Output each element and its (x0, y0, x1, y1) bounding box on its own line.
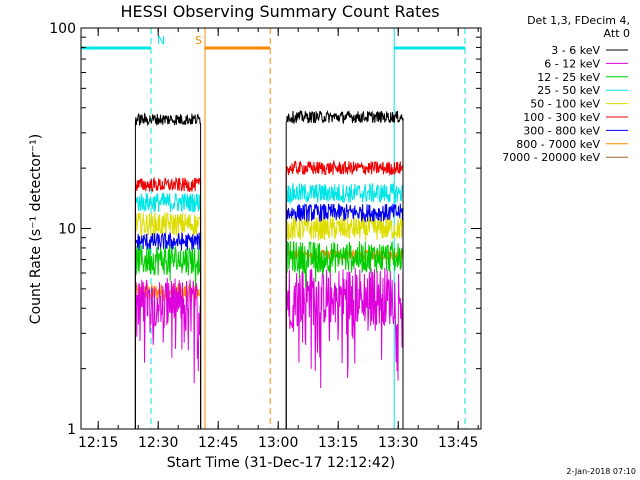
series-5-segment-0 (134, 176, 202, 429)
x-tick-label-3: 13:00 (258, 435, 298, 451)
x-tick-label-1: 12:30 (138, 435, 178, 451)
series-1-segment-0 (134, 277, 202, 429)
marker-n-1 (393, 28, 466, 429)
series-0-segment-1 (285, 109, 404, 429)
legend-label-0: 3 - 6 keV (551, 44, 600, 57)
series-2-segment-1 (285, 240, 404, 429)
y-tick-label-1: 10 (58, 222, 76, 238)
x-tick-label-5: 13:30 (378, 435, 418, 451)
legend-label-1: 6 - 12 keV (544, 57, 600, 70)
x-axis-label: Start Time (31-Dec-17 12:12:42) (167, 455, 395, 471)
legend-label-8: 7000 - 20000 keV (502, 151, 600, 164)
marker-s-2: S (195, 28, 271, 429)
chart-title: HESSI Observing Summary Count Rates (120, 2, 439, 21)
axis-ticks: 12:15 12:30 12:45 13:00 13:15 13:30 13:45 1 10 10… (49, 21, 481, 451)
y-axis-label: Count Rate (s⁻¹ detector⁻¹) (28, 134, 44, 324)
x-tick-label-4: 13:15 (318, 435, 358, 451)
series-3-segment-1 (285, 182, 404, 429)
series-4-segment-1 (285, 215, 404, 429)
series-5-segment-1 (285, 159, 404, 429)
series-1-segment-1 (285, 267, 404, 429)
y-tick-label-0: 1 (67, 422, 76, 438)
y-tick-label-2: 100 (49, 21, 76, 37)
series-6-segment-1 (285, 203, 404, 429)
legend-label-2: 12 - 25 keV (537, 71, 600, 84)
legend-label-6: 300 - 800 keV (523, 124, 600, 137)
footer-timestamp: 2-Jan-2018 07:10 (566, 467, 636, 476)
legend-label-5: 100 - 300 keV (523, 111, 600, 124)
marker-label: S (195, 34, 202, 47)
marker-label: N (157, 34, 165, 47)
x-tick-label-2: 12:45 (198, 435, 238, 451)
series-0-segment-0 (134, 112, 202, 429)
series-4-segment-0 (134, 212, 202, 429)
series-7-segment-1 (285, 248, 404, 429)
series-6-segment-0 (134, 231, 202, 429)
legend-label-4: 50 - 100 keV (530, 98, 600, 111)
series-2-segment-0 (134, 243, 202, 429)
series-3-segment-0 (134, 192, 202, 429)
legend-header-line-2: Att 0 (604, 27, 630, 40)
legend-label-7: 800 - 7000 keV (516, 138, 600, 151)
legend-header-line-1: Det 1,3, FDecim 4, (527, 14, 630, 27)
x-tick-label-0: 12:15 (78, 435, 118, 451)
x-tick-label-6: 13:45 (438, 435, 478, 451)
legend-label-3: 25 - 50 keV (537, 84, 600, 97)
